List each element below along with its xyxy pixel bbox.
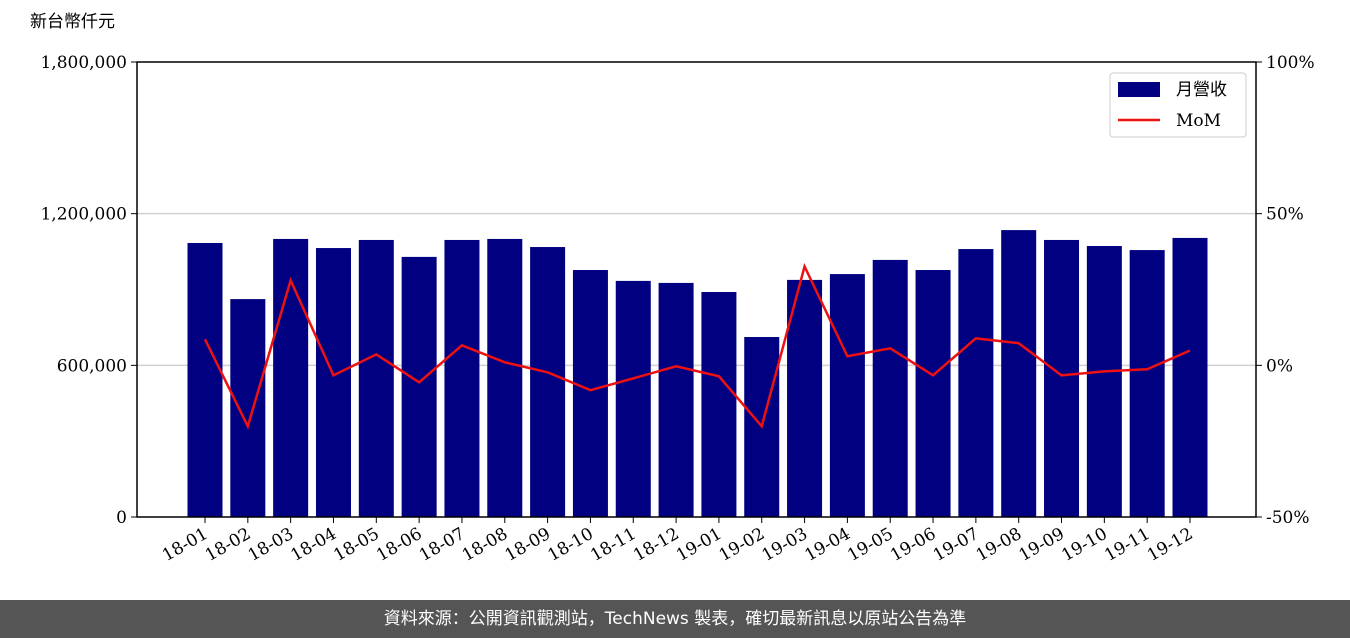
- y-axis-label: 新台幣仟元: [30, 12, 115, 32]
- bar: [187, 242, 223, 517]
- y2-tick-label: -50%: [1266, 508, 1310, 528]
- x-tick-label: 19-07: [930, 524, 982, 566]
- footer: 資料來源：公開資訊觀測站，TechNews 製表，確切最新訊息以原站公告為準: [0, 600, 1350, 638]
- bar: [530, 247, 566, 518]
- x-tick-label: 18-05: [330, 524, 382, 566]
- y2-tick-label: 50%: [1266, 205, 1304, 225]
- x-tick-label: 19-09: [1016, 524, 1068, 566]
- bar: [572, 270, 608, 517]
- legend-label: MoM: [1176, 111, 1221, 131]
- x-tick-label: 19-11: [1101, 524, 1153, 566]
- x-tick-label: 19-06: [887, 524, 939, 566]
- x-tick-label: 19-02: [716, 524, 768, 566]
- y-tick-label: 1,200,000: [40, 205, 127, 225]
- x-tick-label: 18-06: [373, 524, 425, 566]
- bar: [615, 280, 651, 517]
- line: [203, 262, 1191, 430]
- x-tick-label: 19-01: [673, 524, 725, 566]
- bar: [1001, 230, 1037, 517]
- bar: [1172, 237, 1208, 517]
- bar: [487, 238, 523, 517]
- x-tick-label: 18-11: [587, 524, 639, 566]
- bar: [658, 282, 694, 517]
- bar: [444, 239, 480, 517]
- bar: [1129, 250, 1165, 518]
- x-tick-label: 18-08: [459, 524, 511, 566]
- x-tick-label: 18-04: [288, 524, 340, 566]
- plot-frame: [136, 61, 1257, 518]
- x-tick-label: 19-12: [1144, 524, 1196, 566]
- bar: [1086, 246, 1122, 517]
- x-tick-label: 18-02: [202, 524, 254, 566]
- legend-swatch: [1118, 82, 1160, 97]
- x-tick-label: 19-05: [844, 524, 896, 566]
- legend-label: 月營收: [1176, 80, 1227, 100]
- x-tick-label: 18-07: [416, 524, 468, 566]
- y2-tick-label: 0%: [1266, 356, 1293, 376]
- x-tick-label: 19-03: [759, 524, 811, 566]
- bar: [1044, 239, 1080, 517]
- bar: [829, 274, 865, 517]
- y-tick-label: 600,000: [57, 356, 127, 376]
- chart: 新台幣仟元 0 600,000 1,200,000 1,800,000 -50% 0% 50…: [30, 12, 1315, 566]
- x-tick-label: 19-04: [801, 524, 853, 566]
- bar: [401, 256, 437, 517]
- bar: [273, 238, 309, 517]
- y-tick-label: 0: [116, 508, 127, 528]
- bar: [958, 249, 994, 518]
- bar: [230, 299, 266, 517]
- bar: [358, 239, 394, 517]
- x-tick-label: 18-01: [159, 524, 211, 566]
- bar: [701, 292, 737, 517]
- x-tick-label: 18-12: [630, 524, 682, 566]
- x-tick-label: 19-08: [973, 524, 1025, 566]
- x-tick-label: 18-09: [502, 524, 554, 566]
- y2-tick-label: 100%: [1266, 53, 1315, 73]
- bar: [787, 279, 823, 517]
- bar: [315, 248, 351, 518]
- bar: [915, 270, 951, 517]
- x-tick-label: 19-10: [1058, 524, 1110, 566]
- y-tick-label: 1,800,000: [40, 53, 127, 73]
- x-tick-label: 18-10: [544, 524, 596, 566]
- bar: [872, 259, 908, 517]
- x-tick-label: 18-03: [245, 524, 297, 566]
